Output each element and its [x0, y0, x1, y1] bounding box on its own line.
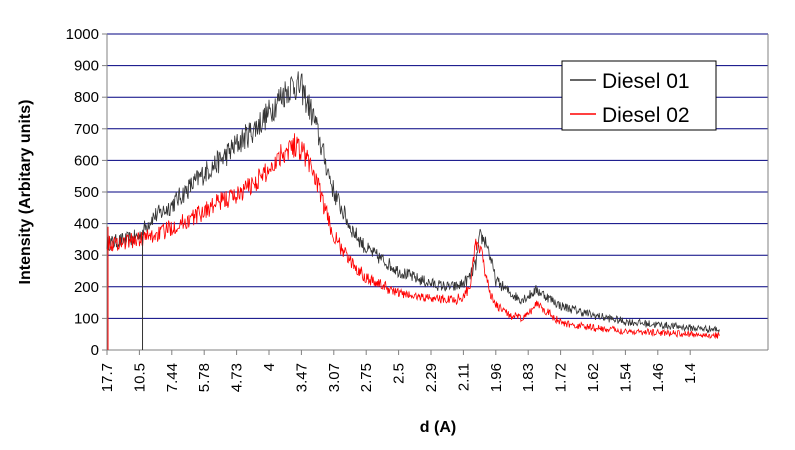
- legend-label-diesel-02: Diesel 02: [602, 104, 690, 127]
- x-tick-label: 10.5: [131, 363, 148, 392]
- y-tick-label: 100: [74, 310, 99, 327]
- x-tick-label: 4: [261, 363, 278, 371]
- y-tick-label: 200: [74, 279, 99, 296]
- x-tick-labels: 17.7 10.5 7.44 5.78 4.73 4 3.47 3.07 2.75 2.5 2.29…: [99, 350, 699, 392]
- x-tick-label: 5.78: [196, 363, 213, 392]
- y-tick-label: 0: [91, 342, 99, 359]
- series-line-diesel-02: [106, 133, 720, 340]
- x-axis-title: d (A): [420, 419, 456, 436]
- x-tick-label: 17.7: [99, 363, 116, 392]
- x-tick-label: 4.73: [229, 363, 246, 392]
- x-tick-label: 1.46: [650, 363, 667, 392]
- x-tick-label: 7.44: [164, 363, 181, 392]
- y-tick-label: 700: [74, 121, 99, 138]
- series-group: [106, 71, 720, 350]
- y-tick-label: 900: [74, 58, 99, 75]
- y-tick-label: 1000: [66, 26, 99, 43]
- y-tick-label: 800: [74, 89, 99, 106]
- series-line-diesel-01: [106, 71, 720, 334]
- x-tick-label: 1.54: [617, 363, 634, 392]
- x-tick-label: 1.83: [520, 363, 537, 392]
- x-tick-label: 1.72: [553, 363, 570, 392]
- legend-box: [561, 60, 717, 131]
- x-tick-label: 1.96: [488, 363, 505, 392]
- y-tick-label: 600: [74, 152, 99, 169]
- y-tick-label: 400: [74, 216, 99, 233]
- legend: Diesel 01 Diesel 02: [561, 60, 717, 131]
- legend-label-diesel-01: Diesel 01: [602, 70, 690, 93]
- y-tick-labels: 0 100 200 300 400 500 600 700 800 900 1000: [66, 26, 107, 359]
- x-tick-label: 1.62: [585, 363, 602, 392]
- x-tick-label: 3.47: [293, 363, 310, 392]
- y-tick-label: 300: [74, 247, 99, 264]
- y-tick-label: 500: [74, 184, 99, 201]
- x-tick-label: 3.07: [326, 363, 343, 392]
- x-tick-label: 2.29: [423, 363, 440, 392]
- x-tick-label: 2.75: [358, 363, 375, 392]
- y-axis-title: Intensity (Arbitary units): [17, 100, 34, 285]
- x-tick-label: 2.5: [391, 363, 408, 384]
- x-tick-label: 2.11: [455, 363, 472, 391]
- x-tick-label: 1.4: [682, 363, 699, 384]
